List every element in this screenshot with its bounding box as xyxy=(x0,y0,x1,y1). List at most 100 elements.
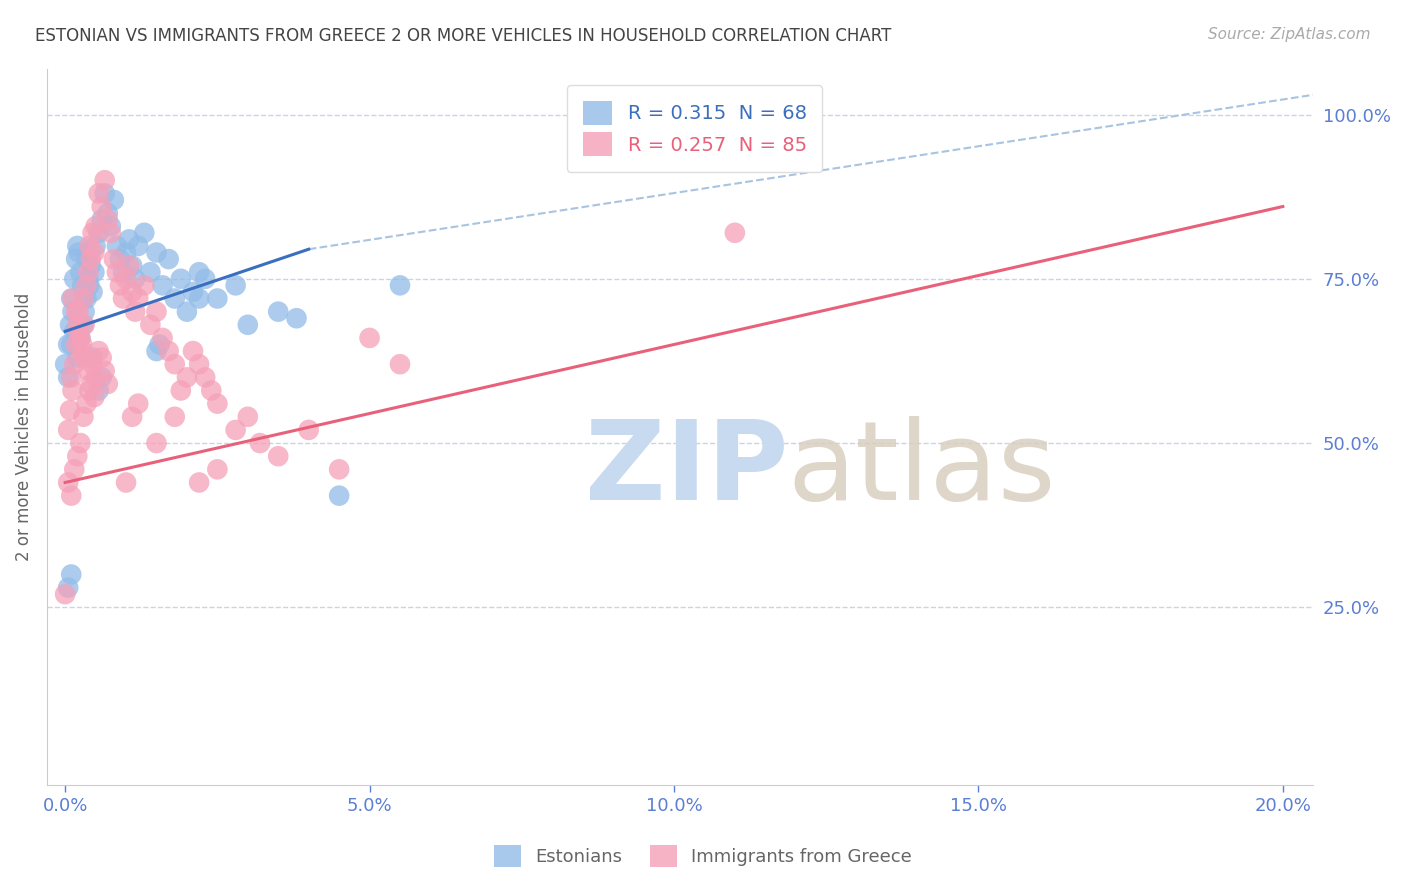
Point xyxy=(267,449,290,463)
Point xyxy=(188,265,211,279)
Point xyxy=(87,186,110,201)
Point xyxy=(58,581,80,595)
Point xyxy=(121,259,143,273)
Point xyxy=(111,292,134,306)
Point xyxy=(207,292,229,306)
Point xyxy=(152,278,174,293)
Point xyxy=(93,364,115,378)
Point xyxy=(70,278,93,293)
Point xyxy=(60,489,83,503)
Point xyxy=(83,245,105,260)
Point xyxy=(58,423,80,437)
Point xyxy=(236,318,259,332)
Point xyxy=(181,344,204,359)
Point xyxy=(298,423,321,437)
Point xyxy=(188,475,211,490)
Point xyxy=(80,252,103,266)
Point xyxy=(121,285,143,299)
Point xyxy=(75,397,97,411)
Point xyxy=(108,278,131,293)
Point xyxy=(65,304,87,318)
Point xyxy=(90,200,112,214)
Point xyxy=(84,370,107,384)
Point xyxy=(121,409,143,424)
Point xyxy=(97,206,120,220)
Point xyxy=(207,397,229,411)
Point xyxy=(82,226,104,240)
Point xyxy=(97,212,120,227)
Point xyxy=(115,475,138,490)
Point xyxy=(225,423,247,437)
Point xyxy=(82,357,104,371)
Point xyxy=(170,272,193,286)
Point xyxy=(87,226,110,240)
Point xyxy=(62,304,84,318)
Point xyxy=(108,252,131,266)
Point xyxy=(134,226,156,240)
Point xyxy=(170,384,193,398)
Point xyxy=(60,337,83,351)
Point xyxy=(115,272,138,286)
Point xyxy=(83,265,105,279)
Point xyxy=(207,462,229,476)
Point xyxy=(93,186,115,201)
Point xyxy=(389,278,412,293)
Point xyxy=(176,304,198,318)
Point xyxy=(163,409,186,424)
Point xyxy=(124,304,146,318)
Point xyxy=(63,324,86,338)
Point xyxy=(69,436,91,450)
Point xyxy=(62,292,84,306)
Point xyxy=(124,272,146,286)
Point xyxy=(194,370,217,384)
Point xyxy=(100,219,122,234)
Point xyxy=(152,331,174,345)
Point xyxy=(127,239,149,253)
Point xyxy=(139,265,162,279)
Point xyxy=(105,239,128,253)
Point xyxy=(53,587,76,601)
Point xyxy=(79,384,101,398)
Point xyxy=(200,384,222,398)
Point xyxy=(73,318,96,332)
Point xyxy=(148,337,170,351)
Point xyxy=(66,239,89,253)
Point xyxy=(79,245,101,260)
Point xyxy=(58,370,80,384)
Point xyxy=(84,219,107,234)
Point xyxy=(103,252,125,266)
Point xyxy=(60,370,83,384)
Point xyxy=(93,173,115,187)
Point xyxy=(188,357,211,371)
Point xyxy=(69,265,91,279)
Point xyxy=(67,245,90,260)
Point xyxy=(145,304,167,318)
Point xyxy=(62,384,84,398)
Point xyxy=(59,403,82,417)
Point xyxy=(724,226,747,240)
Point xyxy=(65,252,87,266)
Point xyxy=(90,370,112,384)
Point xyxy=(72,292,94,306)
Point xyxy=(163,292,186,306)
Point xyxy=(139,318,162,332)
Point xyxy=(77,364,100,378)
Point xyxy=(225,278,247,293)
Point xyxy=(127,292,149,306)
Point xyxy=(285,311,308,326)
Point xyxy=(163,357,186,371)
Point xyxy=(105,265,128,279)
Point xyxy=(328,489,350,503)
Point xyxy=(87,344,110,359)
Point xyxy=(82,351,104,365)
Point xyxy=(389,357,412,371)
Point xyxy=(72,409,94,424)
Point xyxy=(53,357,76,371)
Point xyxy=(80,376,103,391)
Point xyxy=(60,292,83,306)
Point xyxy=(67,324,90,338)
Legend: Estonians, Immigrants from Greece: Estonians, Immigrants from Greece xyxy=(486,838,920,874)
Point xyxy=(70,337,93,351)
Point xyxy=(134,278,156,293)
Point xyxy=(359,331,381,345)
